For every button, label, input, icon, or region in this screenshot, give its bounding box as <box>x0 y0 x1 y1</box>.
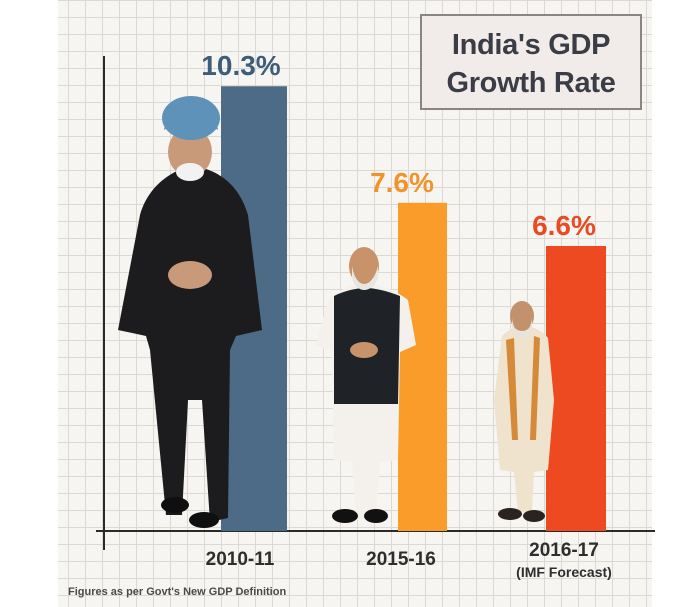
person-figure-2 <box>316 247 416 523</box>
chart-title-box: India's GDP Growth Rate <box>420 14 642 110</box>
category-label-2015-16: 2015-16 <box>366 549 436 570</box>
left-margin <box>0 0 58 607</box>
footnote: Figures as per Govt's New GDP Definition <box>68 586 287 598</box>
title-line-2: Growth Rate <box>446 67 616 99</box>
person-figure-1 <box>118 96 262 528</box>
bar-2016-17 <box>546 246 606 531</box>
value-label-2016-17: 6.6% <box>532 210 596 241</box>
person-figure-3 <box>494 301 554 522</box>
category-sublabel-2016-17: (IMF Forecast) <box>516 564 612 580</box>
bar-2015-16 <box>398 202 447 531</box>
title-line-1: India's GDP <box>451 29 611 61</box>
value-label-2010-11: 10.3% <box>201 50 280 81</box>
category-label-2010-11: 2010-11 <box>206 549 275 570</box>
category-label-2016-17: 2016-17 <box>529 540 599 561</box>
value-label-2015-16: 7.6% <box>370 167 434 198</box>
right-margin <box>652 0 692 607</box>
